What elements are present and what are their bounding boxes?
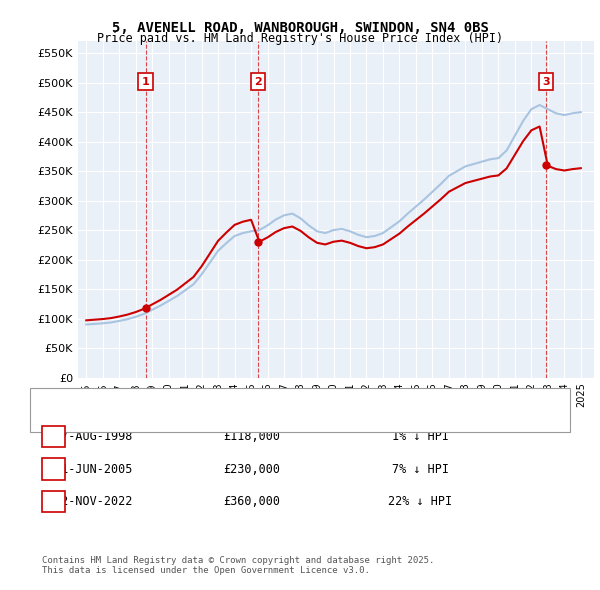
Text: £230,000: £230,000 [223,463,281,476]
Text: 2: 2 [50,464,57,474]
Text: Contains HM Land Registry data © Crown copyright and database right 2025.
This d: Contains HM Land Registry data © Crown c… [42,556,434,575]
Text: 3: 3 [542,77,550,87]
Text: 3: 3 [50,497,57,506]
Text: £118,000: £118,000 [223,430,281,443]
Text: £360,000: £360,000 [223,495,281,508]
Text: 7% ↓ HPI: 7% ↓ HPI [392,463,449,476]
Text: 22% ↓ HPI: 22% ↓ HPI [388,495,452,508]
Text: 5, AVENELL ROAD, WANBOROUGH, SWINDON, SN4 0BS: 5, AVENELL ROAD, WANBOROUGH, SWINDON, SN… [112,21,488,35]
Text: 1% ↓ HPI: 1% ↓ HPI [392,430,449,443]
Text: 5, AVENELL ROAD, WANBOROUGH, SWINDON, SN4 0BS (detached house): 5, AVENELL ROAD, WANBOROUGH, SWINDON, SN… [84,395,472,405]
Text: Price paid vs. HM Land Registry's House Price Index (HPI): Price paid vs. HM Land Registry's House … [97,32,503,45]
Text: 01-JUN-2005: 01-JUN-2005 [54,463,132,476]
Text: 22-NOV-2022: 22-NOV-2022 [54,495,132,508]
Text: 1: 1 [50,432,57,441]
Text: 2: 2 [254,77,262,87]
Text: HPI: Average price, detached house, Swindon: HPI: Average price, detached house, Swin… [84,415,353,424]
Text: 1: 1 [142,77,149,87]
Text: 07-AUG-1998: 07-AUG-1998 [54,430,132,443]
